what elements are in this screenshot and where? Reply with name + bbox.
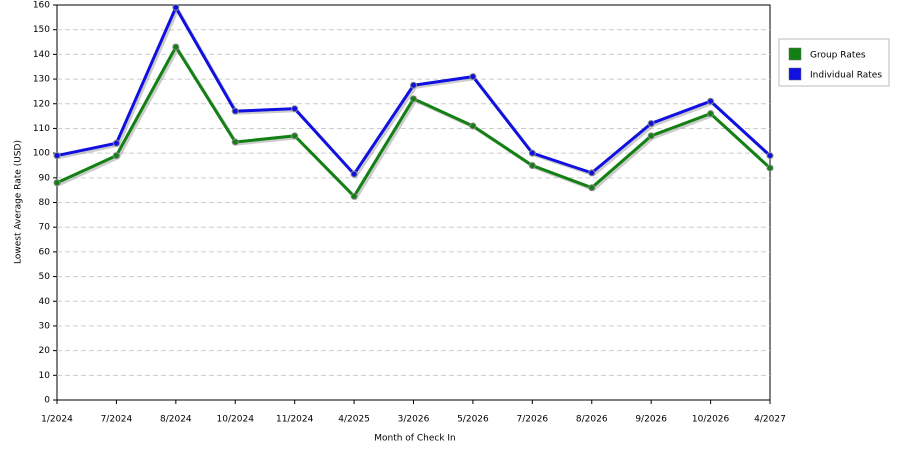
data-point [647, 132, 655, 140]
x-tick-label: 8/2026 [576, 415, 608, 425]
data-point [766, 152, 774, 160]
y-tick-label: 160 [33, 1, 50, 11]
data-point [528, 149, 536, 157]
x-tick-label: 7/2024 [101, 415, 133, 425]
legend-swatch [788, 67, 802, 81]
data-point [172, 3, 180, 11]
y-tick-label: 70 [39, 223, 51, 233]
data-point [350, 192, 358, 200]
x-tick-label: 3/2026 [398, 415, 430, 425]
data-point [350, 170, 358, 178]
y-axis-label: Lowest Average Rate (USD) [14, 140, 24, 264]
data-point [410, 81, 417, 89]
y-tick-label: 20 [39, 346, 51, 356]
x-tick-label: 10/2026 [692, 415, 730, 425]
x-tick-label: 7/2026 [516, 415, 548, 425]
data-point [707, 110, 715, 118]
x-tick-label: 4/2025 [338, 415, 370, 425]
data-point [172, 43, 180, 51]
y-tick-label: 130 [33, 75, 50, 85]
data-point [231, 138, 239, 146]
data-point [112, 139, 120, 147]
y-tick-label: 0 [44, 396, 50, 406]
y-tick-label: 50 [39, 272, 51, 282]
x-tick-label: 4/2027 [754, 415, 786, 425]
x-tick-label: 9/2026 [635, 415, 667, 425]
legend-label: Group Rates [810, 51, 866, 61]
y-tick-label: 100 [33, 149, 50, 159]
data-point [53, 152, 61, 160]
data-point [291, 132, 299, 140]
data-point [410, 95, 417, 103]
data-point [647, 120, 655, 127]
x-tick-label: 11/2024 [276, 415, 314, 425]
y-tick-label: 30 [39, 321, 51, 331]
y-tick-label: 90 [39, 173, 51, 183]
y-tick-label: 10 [39, 371, 51, 381]
data-point [469, 73, 477, 81]
y-tick-label: 40 [39, 297, 51, 307]
data-point [766, 164, 774, 172]
data-point [53, 179, 61, 187]
data-point [528, 161, 536, 169]
x-tick-label: 5/2026 [457, 415, 489, 425]
y-tick-label: 60 [39, 247, 51, 257]
data-point [469, 122, 477, 130]
data-point [231, 107, 239, 115]
y-tick-label: 120 [33, 99, 50, 109]
x-tick-label: 1/2024 [41, 415, 73, 425]
x-axis-label: Month of Check In [374, 434, 456, 444]
y-tick-label: 110 [33, 124, 50, 134]
x-tick-label: 8/2024 [160, 415, 192, 425]
data-point [588, 184, 596, 192]
y-tick-label: 140 [33, 50, 50, 60]
data-point [291, 105, 299, 113]
x-tick-label: 10/2024 [217, 415, 255, 425]
legend-swatch [788, 47, 802, 61]
data-point [707, 97, 715, 105]
y-tick-label: 150 [33, 25, 50, 35]
y-tick-label: 80 [39, 198, 51, 208]
data-point [112, 152, 120, 160]
legend-label: Individual Rates [810, 71, 882, 81]
data-point [588, 169, 596, 177]
